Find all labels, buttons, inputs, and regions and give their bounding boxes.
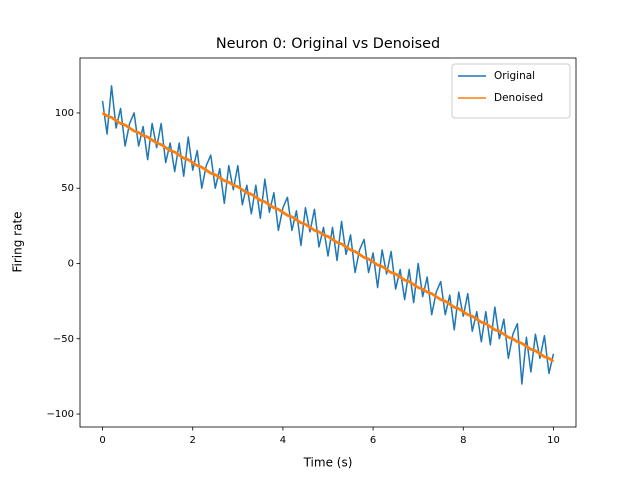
legend-label: Original [494,70,535,82]
y-tick-label: 50 [61,183,74,194]
x-tick-label: 4 [280,435,286,446]
y-tick-label: 0 [68,259,74,270]
y-axis-label: Firing rate [11,211,25,272]
x-tick-label: 6 [370,435,376,446]
x-axis-label: Time (s) [303,456,353,470]
series-line [101,111,555,363]
x-tick-label: 10 [547,435,560,446]
series-line [101,85,555,385]
x-tick-label: 0 [99,435,105,446]
legend: Original Denoised [451,63,571,119]
plot-frame [79,57,577,428]
y-tick-label: 100 [55,108,74,119]
chart-title: Neuron 0: Original vs Denoised [216,36,440,52]
x-tick-label: 8 [460,435,466,446]
x-tick-label: 2 [190,435,196,446]
y-tick-label: −100 [47,409,74,420]
legend-box [451,63,571,119]
y-tick-label: −50 [53,334,74,345]
legend-label: Denoised [494,92,543,104]
